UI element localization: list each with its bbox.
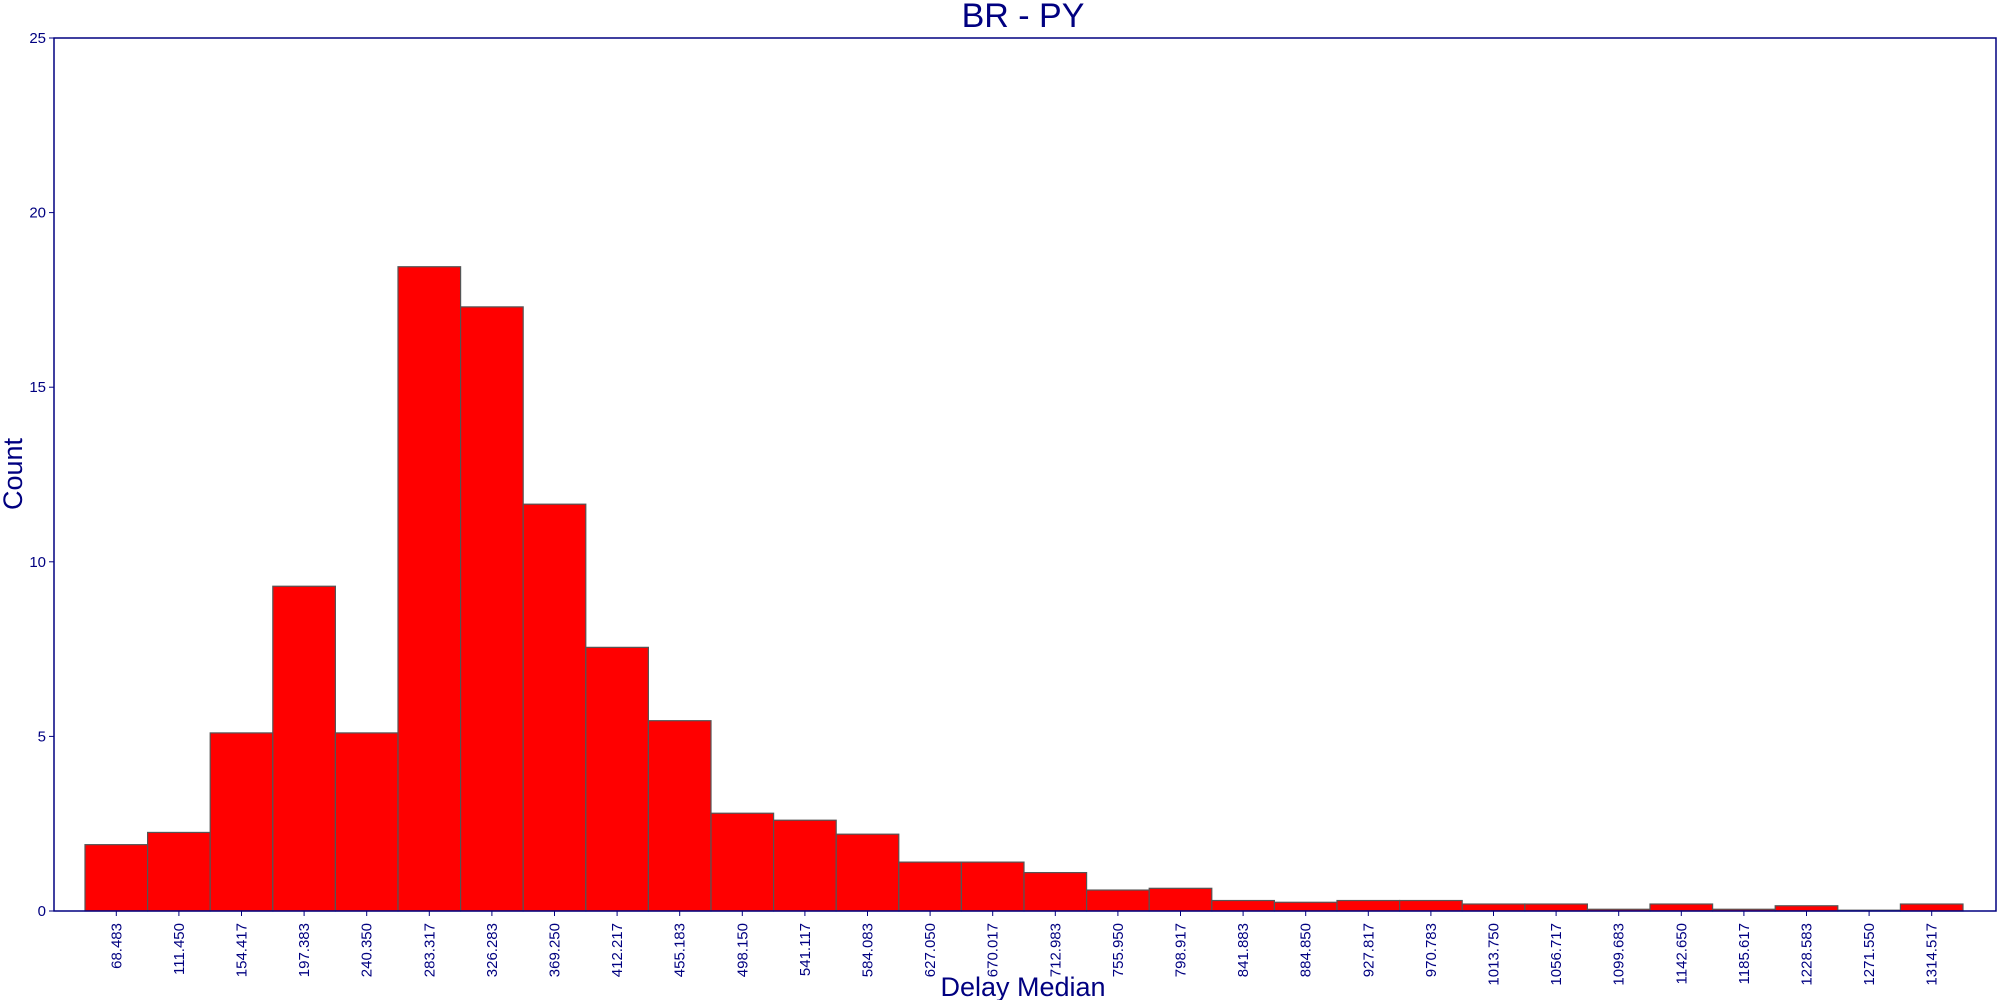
histogram-bar <box>272 585 336 912</box>
histogram-bar <box>460 306 524 912</box>
histogram-bar <box>84 844 149 912</box>
x-tick-label: 68.483 <box>108 923 125 969</box>
histogram-bar <box>585 646 649 912</box>
x-tick-label: 970.783 <box>1423 923 1440 977</box>
x-tick-label: 412.217 <box>609 923 626 977</box>
histogram-bar <box>1085 889 1150 912</box>
histogram-bar <box>835 833 900 912</box>
histogram-bar <box>710 812 775 912</box>
histogram-bar <box>960 861 1025 912</box>
x-tick-label: 1271.550 <box>1861 923 1878 986</box>
x-tick-label: 197.383 <box>296 923 313 977</box>
histogram-bar <box>147 831 211 912</box>
y-tick-label: 5 <box>38 728 46 745</box>
x-tick-label: 584.083 <box>860 923 877 977</box>
y-tick-label: 0 <box>38 903 46 920</box>
y-tick-label: 20 <box>29 205 46 222</box>
x-tick-label: 798.917 <box>1173 923 1190 977</box>
bars-layer <box>84 266 1964 912</box>
histogram-bar <box>1398 899 1463 912</box>
x-tick-label: 541.117 <box>797 923 814 976</box>
histogram-bar <box>1899 903 1964 912</box>
x-tick-label: 283.317 <box>421 923 438 977</box>
x-tick-label: 1228.583 <box>1799 923 1816 986</box>
chart-title: BR - PY <box>962 0 1085 35</box>
histogram-bar <box>1649 903 1714 912</box>
x-tick-label: 755.950 <box>1110 923 1127 977</box>
x-axis-label: Delay Median <box>940 972 1105 1000</box>
x-tick-label: 1314.517 <box>1924 923 1941 986</box>
histogram-bar <box>1148 887 1213 912</box>
y-tick-label: 10 <box>29 554 46 571</box>
histogram-bar <box>1336 899 1401 912</box>
histogram-bar <box>397 266 462 912</box>
histogram-bar <box>1273 901 1338 912</box>
x-tick-label: 1142.650 <box>1673 923 1690 984</box>
plot-frame <box>53 37 1997 912</box>
x-ticks-layer: 68.483 111.450 154.417 197.383 240.350 283.31… <box>108 911 1941 986</box>
x-tick-label: 627.050 <box>922 923 939 977</box>
y-tick-label: 25 <box>29 30 46 47</box>
histogram-bar <box>1023 871 1088 912</box>
x-tick-label: 154.417 <box>234 923 251 977</box>
histogram-bar <box>772 819 837 912</box>
x-tick-label: 670.017 <box>985 923 1002 977</box>
x-tick-label: 712.983 <box>1047 923 1064 977</box>
x-tick-label: 111.450 <box>171 923 188 975</box>
x-tick-label: 498.150 <box>734 923 751 977</box>
histogram-bar <box>1774 905 1839 912</box>
y-tick-label: 15 <box>29 379 46 396</box>
x-tick-label: 1056.717 <box>1548 923 1565 986</box>
y-ticks-layer: 0 5 10 15 20 25 <box>29 30 54 920</box>
y-axis-label: Count <box>0 437 28 510</box>
x-tick-label: 1185.617 <box>1736 923 1753 984</box>
x-tick-label: 240.350 <box>359 923 376 977</box>
histogram-bar <box>334 732 399 912</box>
histogram-bar <box>522 503 587 912</box>
x-tick-label: 369.250 <box>547 923 564 977</box>
x-tick-label: 841.883 <box>1235 923 1252 977</box>
x-tick-label: 1013.750 <box>1486 923 1503 986</box>
histogram-bar <box>1524 903 1589 912</box>
histogram-bar <box>898 861 962 912</box>
histogram-bar <box>1211 899 1276 912</box>
x-tick-label: 884.850 <box>1298 923 1315 977</box>
histogram-bar <box>209 732 274 912</box>
x-tick-label: 927.817 <box>1360 923 1377 977</box>
histogram-bar <box>647 720 712 912</box>
histogram-bar <box>1461 903 1526 912</box>
x-tick-label: 326.283 <box>484 923 501 977</box>
x-tick-label: 1099.683 <box>1611 923 1628 986</box>
x-tick-label: 455.183 <box>672 923 689 977</box>
